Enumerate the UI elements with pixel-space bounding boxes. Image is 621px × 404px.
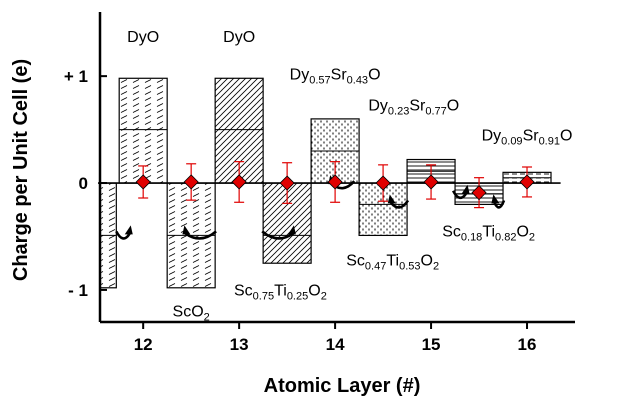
x-axis-title: Atomic Layer (#) — [264, 375, 421, 397]
data-point-8 — [520, 167, 534, 197]
x-tick-label-1: 13 — [230, 335, 249, 354]
label-dyo-13: DyO — [223, 29, 255, 46]
y-tick-label-1: 0 — [79, 174, 88, 193]
label-dy057: Dy0.57Sr0.43O — [290, 66, 381, 86]
label-sco2: ScO2 — [173, 304, 210, 324]
label-dy023: Dy0.23Sr0.77O — [368, 97, 459, 117]
x-tick-label-3: 15 — [422, 335, 441, 354]
y-tick-label-0: + 1 — [64, 67, 88, 86]
label-sc075: Sc0.75Ti0.25O2 — [234, 282, 327, 302]
x-tick-label-2: 14 — [326, 335, 345, 354]
label-sc018: Sc0.18Ti0.82O2 — [442, 223, 535, 243]
y-tick-label-2: - 1 — [68, 281, 88, 300]
label-dyo-12: DyO — [127, 29, 159, 46]
label-sc047: Sc0.47Ti0.53O2 — [346, 252, 439, 272]
transfer-arrow-0 — [116, 225, 132, 238]
x-tick-label-4: 16 — [518, 335, 537, 354]
label-dy009: Dy0.09Sr0.91O — [482, 127, 573, 147]
y-axis-title: Charge per Unit Cell (e) — [10, 59, 32, 281]
x-tick-label-0: 12 — [134, 335, 153, 354]
